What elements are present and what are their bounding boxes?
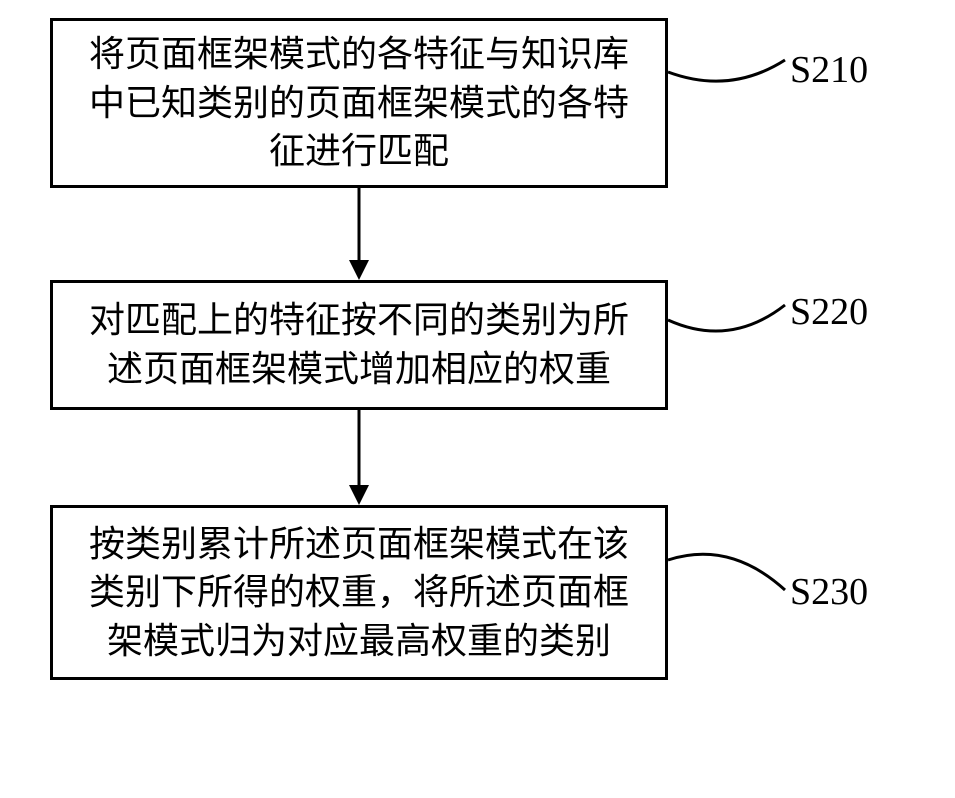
flowchart-box-s230: 按类别累计所述页面框架模式在该类别下所得的权重，将所述页面框架模式归为对应最高权… bbox=[50, 505, 668, 680]
arrow-down bbox=[344, 410, 374, 507]
flowchart-box-s220: 对匹配上的特征按不同的类别为所述页面框架模式增加相应的权重 bbox=[50, 280, 668, 410]
box-text: 对匹配上的特征按不同的类别为所述页面框架模式增加相应的权重 bbox=[73, 296, 645, 393]
box-text: 按类别累计所述页面框架模式在该类别下所得的权重，将所述页面框架模式归为对应最高权… bbox=[73, 520, 645, 666]
step-label-s220: S220 bbox=[790, 290, 868, 334]
flowchart-diagram: 将页面框架模式的各特征与知识库中已知类别的页面框架模式的各特征进行匹配 S210… bbox=[0, 0, 955, 798]
step-label-s230: S230 bbox=[790, 570, 868, 614]
box-text: 将页面框架模式的各特征与知识库中已知类别的页面框架模式的各特征进行匹配 bbox=[73, 30, 645, 176]
arrow-down bbox=[344, 188, 374, 282]
flowchart-box-s210: 将页面框架模式的各特征与知识库中已知类别的页面框架模式的各特征进行匹配 bbox=[50, 18, 668, 188]
step-label-s210: S210 bbox=[790, 48, 868, 92]
